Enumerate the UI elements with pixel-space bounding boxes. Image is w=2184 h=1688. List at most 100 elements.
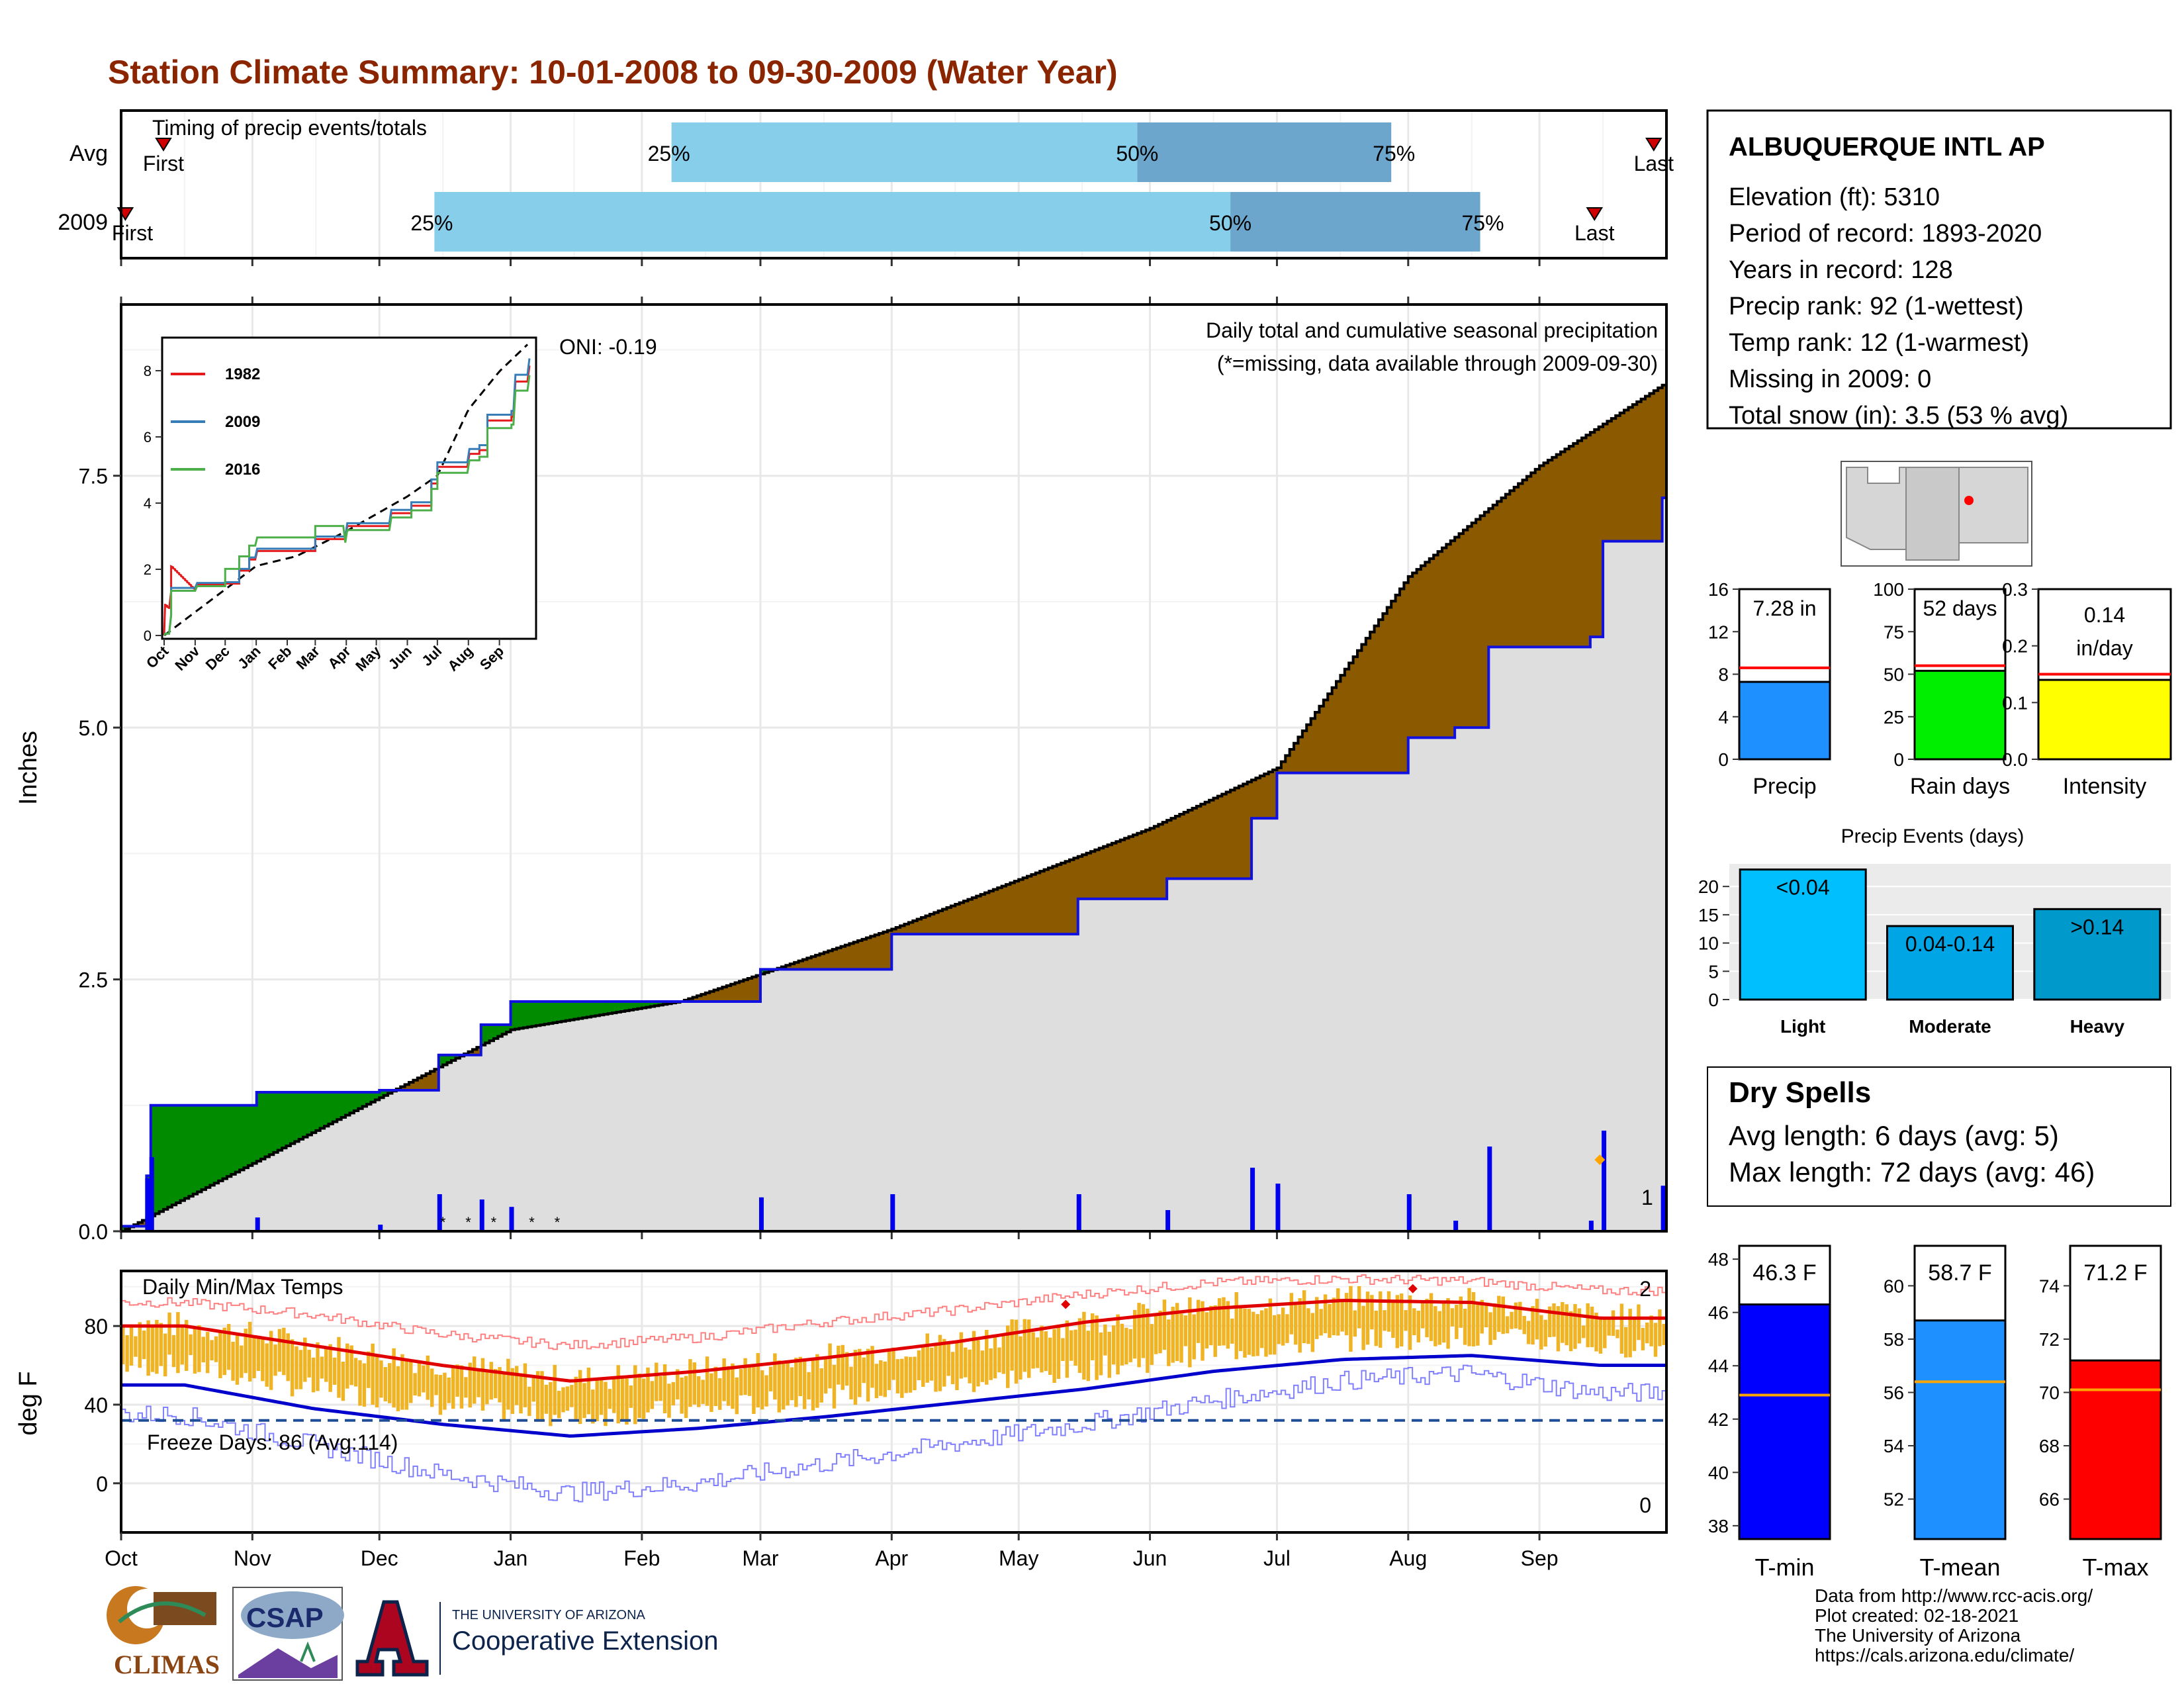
- deficit-area: [1023, 878, 1028, 935]
- surplus-area: [226, 1105, 232, 1177]
- daily-temp-range-bar: [1073, 1329, 1077, 1366]
- temp-ylabel: deg F: [15, 1371, 42, 1435]
- surplus-area: [629, 1002, 634, 1010]
- daily-temp-range-bar: [1569, 1311, 1573, 1352]
- deficit-area: [1387, 607, 1392, 773]
- month-label: Jul: [1263, 1546, 1291, 1570]
- daily-temp-range-bar: [1497, 1295, 1501, 1333]
- daily-temp-range-bar: [540, 1371, 544, 1422]
- deficit-area: [1128, 836, 1134, 899]
- daily-temp-range-bar: [1505, 1316, 1510, 1334]
- daily-temp-range-bar: [468, 1362, 473, 1408]
- temp-bar-tick-label: 66: [2039, 1489, 2060, 1510]
- daily-temp-range-bar: [1154, 1313, 1158, 1354]
- daily-precip-bar: [890, 1194, 895, 1231]
- deficit-area: [895, 927, 901, 935]
- daily-temp-range-bar: [1408, 1295, 1412, 1350]
- surplus-area: [222, 1105, 228, 1179]
- month-label: Apr: [875, 1546, 908, 1570]
- station-info-line: Elevation (ft): 5310: [1729, 183, 1940, 211]
- mini-bar-tick-label: 8: [1718, 665, 1729, 685]
- daily-temp-range-bar: [1052, 1329, 1056, 1383]
- daily-temp-range-bar: [1429, 1293, 1433, 1341]
- precip-ytick-label: 7.5: [79, 465, 108, 489]
- daily-temp-range-bar: [692, 1362, 697, 1405]
- daily-temp-range-bar: [1361, 1305, 1365, 1350]
- daily-temp-range-bar: [383, 1367, 388, 1401]
- temp-bar-label: T-mean: [1919, 1554, 2000, 1581]
- daily-temp-range-bar: [1120, 1323, 1124, 1366]
- surplus-area: [506, 1025, 512, 1032]
- daily-temp-range-bar: [1565, 1304, 1569, 1346]
- daily-precip-bar: [479, 1199, 484, 1231]
- ua-logo-small-text: THE UNIVERSITY OF ARIZONA: [452, 1608, 646, 1622]
- deficit-area: [713, 990, 719, 1002]
- timing-row-2009-label: 2009: [58, 210, 108, 235]
- daily-temp-range-bar: [358, 1360, 362, 1406]
- deficit-area: [752, 976, 757, 1002]
- deficit-area: [688, 998, 694, 1002]
- daily-temp-range-bar: [659, 1376, 662, 1401]
- daily-temp-range-bar: [167, 1312, 171, 1355]
- daily-temp-range-bar: [620, 1378, 625, 1421]
- deficit-area: [1455, 537, 1460, 728]
- daily-temp-range-bar: [197, 1325, 201, 1372]
- daily-temp-range-bar: [1217, 1298, 1222, 1346]
- daily-temp-range-bar: [1040, 1325, 1044, 1373]
- daily-temp-range-bar: [1552, 1303, 1556, 1337]
- daily-precip-bar: [145, 1178, 150, 1231]
- daily-temp-range-bar: [1459, 1296, 1463, 1328]
- daily-temp-range-bar: [655, 1362, 659, 1401]
- events-bar: [1886, 925, 2014, 1001]
- daily-precip-bar: [1487, 1147, 1492, 1231]
- daily-temp-range-bar: [1539, 1315, 1543, 1350]
- deficit-area: [1531, 473, 1536, 647]
- deficit-area: [811, 957, 816, 970]
- daily-temp-range-bar: [434, 1374, 438, 1395]
- surplus-area: [277, 1092, 283, 1150]
- deficit-area: [823, 952, 829, 970]
- deficit-area: [950, 906, 956, 935]
- daily-temp-range-bar: [989, 1348, 993, 1380]
- temp-bar-label: T-min: [1755, 1554, 1815, 1581]
- daily-temp-range-bar: [1353, 1310, 1357, 1337]
- daily-temp-range-bar: [193, 1327, 197, 1374]
- deficit-area: [929, 914, 934, 935]
- daily-temp-range-bar: [887, 1348, 891, 1390]
- deficit-area: [1374, 626, 1379, 773]
- daily-temp-range-bar: [451, 1366, 455, 1409]
- station-info-line: Total snow (in): 3.5 (53 % avg): [1729, 402, 2068, 430]
- station-info-line: Precip rank: 92 (1-wettest): [1729, 293, 2024, 320]
- deficit-area: [743, 980, 749, 1002]
- surplus-area: [388, 1090, 393, 1094]
- daily-temp-range-bar: [1433, 1306, 1437, 1346]
- daily-temp-range-bar: [1222, 1297, 1226, 1346]
- daily-temp-range-bar: [1492, 1303, 1497, 1340]
- deficit-area: [1598, 426, 1604, 637]
- deficit-area: [1040, 871, 1045, 935]
- daily-temp-range-bar: [1526, 1321, 1531, 1344]
- deficit-area: [1188, 810, 1193, 879]
- deficit-area: [1302, 731, 1307, 773]
- daily-temp-range-bar: [480, 1358, 485, 1411]
- deficit-area: [1116, 841, 1121, 899]
- daily-temp-range-bar: [1006, 1325, 1010, 1388]
- mini-bar-tick-label: 0.0: [2002, 749, 2028, 770]
- daily-temp-range-bar: [862, 1357, 866, 1383]
- surplus-area: [205, 1105, 210, 1188]
- mini-bar-label: Rain days: [1910, 774, 2010, 799]
- daily-temp-range-bar: [1188, 1297, 1192, 1368]
- deficit-area: [413, 1080, 418, 1090]
- daily-temp-range-bar: [1476, 1303, 1480, 1346]
- daily-temp-range-bar: [739, 1369, 743, 1395]
- min-record-count: 0: [1639, 1493, 1651, 1517]
- surplus-area: [480, 1025, 486, 1045]
- daily-temp-range-bar: [1162, 1299, 1167, 1350]
- deficit-area: [853, 942, 858, 970]
- daily-temp-range-bar: [1259, 1310, 1264, 1348]
- deficit-area: [434, 1069, 439, 1090]
- daily-temp-range-bar: [612, 1378, 616, 1413]
- surplus-area: [235, 1105, 240, 1172]
- timing-bar-50-75: [1230, 192, 1480, 252]
- deficit-area: [1353, 657, 1358, 773]
